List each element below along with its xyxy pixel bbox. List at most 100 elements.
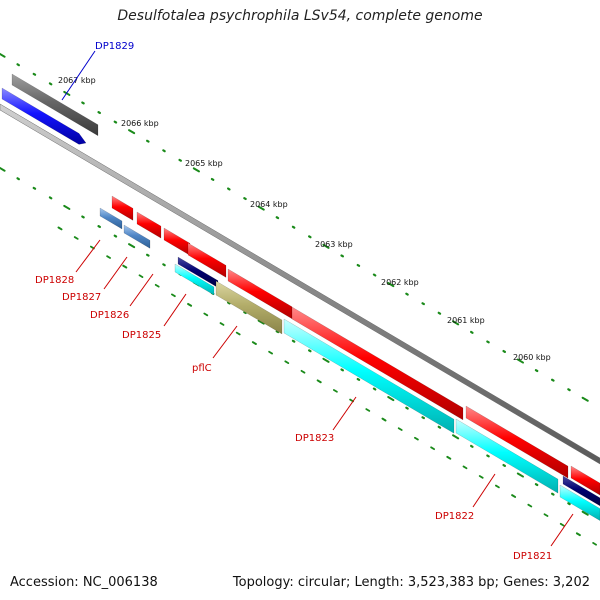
track-tick — [462, 465, 468, 470]
track-tick — [511, 494, 517, 498]
inner-tick — [275, 330, 280, 334]
gene-label: DP1821 — [513, 551, 552, 562]
outer-tick — [308, 235, 312, 239]
gene-leader-line — [61, 50, 96, 101]
inner-tick — [97, 225, 101, 229]
inner-tick — [227, 301, 231, 305]
tick-layer: 2067 kbp 2066 kbp 2065 kbp 2064 kbp 2063 kbp… — [0, 52, 597, 546]
kbp-tick-label: 2065 kbp — [185, 159, 223, 168]
kbp-tick-label: 2064 kbp — [250, 200, 288, 209]
track-tick — [381, 417, 387, 422]
inner-tick — [128, 243, 136, 249]
outer-tick — [16, 63, 20, 67]
gene-block-dp1829 — [1, 87, 87, 145]
outer-tick — [470, 330, 474, 334]
label-layer: DP1829 DP1828 DP1827 DP1826 DP1825 pflC DP1823… — [35, 41, 574, 562]
inner-tick — [32, 186, 37, 190]
outer-tick — [257, 205, 265, 211]
track-tick — [365, 408, 371, 412]
gene-leader-line — [163, 293, 187, 327]
gene-block-dp1829-gray — [11, 73, 99, 137]
outer-tick — [322, 243, 330, 249]
inner-tick — [16, 177, 20, 181]
inner-tick — [257, 319, 265, 325]
gene-block-dp1825 — [174, 263, 215, 296]
inner-tick — [146, 253, 150, 257]
inner-tick — [387, 396, 395, 402]
inner-tick — [534, 483, 539, 487]
gene-leader-line — [75, 239, 101, 273]
kbp-tick-label: 2060 kbp — [513, 353, 551, 362]
outer-tick — [581, 396, 589, 402]
gene-block-dp1821-navy — [562, 475, 600, 507]
track-tick — [170, 293, 176, 298]
inner-tick — [470, 444, 474, 448]
outer-tick — [291, 225, 296, 229]
gene-label: DP1823 — [295, 433, 334, 444]
inner-tick — [372, 387, 377, 391]
outer-tick — [486, 340, 490, 344]
outer-tick — [128, 129, 136, 135]
genome-backbone — [0, 103, 600, 465]
outer-tick — [178, 158, 182, 162]
gene-block-red-7 — [465, 405, 569, 479]
outer-tick — [356, 263, 361, 267]
inner-tick — [437, 425, 442, 429]
kbp-tick-label: 2063 kbp — [315, 240, 353, 249]
outer-tick — [502, 349, 506, 353]
gene-label: DP1828 — [35, 275, 74, 286]
inner-tick — [340, 368, 344, 372]
outer-tick — [340, 254, 344, 258]
outer-tick — [452, 320, 460, 326]
track-tick — [300, 369, 306, 374]
gene-label: DP1827 — [62, 292, 101, 303]
inner-tick — [502, 463, 506, 467]
gene-leader-line — [332, 396, 357, 431]
gene-label: DP1826 — [90, 310, 129, 321]
track-tick — [106, 255, 111, 259]
gene-leader-line — [472, 473, 496, 508]
kbp-tick-label: 2066 kbp — [121, 119, 159, 128]
accession-text: Accession: NC_006138 — [10, 575, 158, 590]
outer-tick — [534, 369, 539, 373]
inner-tick — [48, 196, 53, 200]
outer-tick — [146, 139, 150, 143]
outer-tick — [0, 52, 6, 58]
gene-label: DP1829 — [95, 41, 134, 52]
track-tick — [138, 274, 144, 278]
gene-block-dp1821 — [559, 484, 600, 521]
outer-tick — [405, 292, 409, 296]
track-tick — [397, 427, 403, 431]
track-tick — [187, 302, 193, 307]
inner-tick — [63, 204, 71, 210]
gene-block-dp1822 — [455, 418, 559, 494]
gene-block-red-6 — [291, 306, 464, 421]
inner-tick — [551, 492, 555, 496]
outer-tick — [421, 302, 425, 306]
inner-tick — [567, 502, 571, 506]
topology-info: Topology: circular; Length: 3,523,383 bp… — [232, 575, 590, 590]
outer-tick — [113, 120, 118, 124]
gene-block-dp1823 — [283, 318, 455, 434]
outer-tick — [437, 311, 442, 315]
track-tick — [73, 236, 79, 240]
track-tick — [284, 360, 290, 365]
kbp-tick-label: 2062 kbp — [381, 278, 419, 287]
track-tick — [527, 503, 533, 508]
inner-tick — [291, 339, 296, 343]
inner-tick — [356, 377, 361, 381]
track-tick — [57, 226, 63, 231]
inner-tick — [421, 416, 425, 420]
inner-tick — [0, 166, 6, 172]
outer-tick — [243, 197, 247, 201]
outer-tick — [551, 378, 555, 382]
gene-block-red-4 — [187, 242, 227, 278]
kbp-tick-label: 2061 kbp — [447, 316, 485, 325]
track-tick — [430, 446, 436, 451]
track-tick — [268, 350, 274, 355]
kbp-tick-label: 2067 kbp — [58, 76, 96, 85]
outer-tick — [372, 273, 377, 277]
track-tick — [122, 264, 128, 269]
inner-tick — [81, 215, 85, 219]
